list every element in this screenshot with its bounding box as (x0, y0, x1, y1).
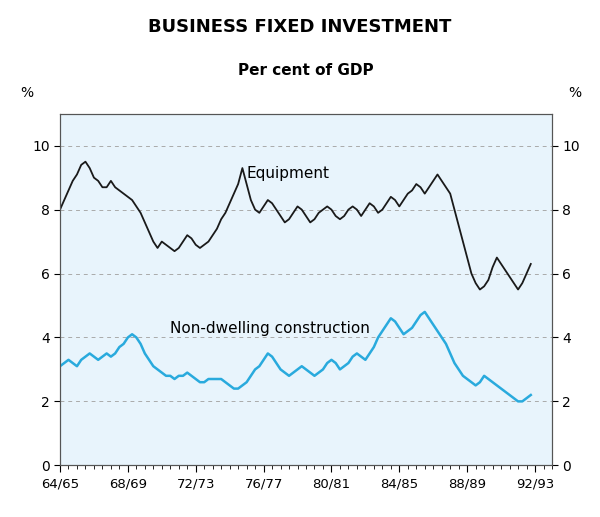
Text: BUSINESS FIXED INVESTMENT: BUSINESS FIXED INVESTMENT (148, 18, 452, 36)
Title: Per cent of GDP: Per cent of GDP (238, 63, 374, 78)
Text: %: % (568, 86, 581, 100)
Text: Non-dwelling construction: Non-dwelling construction (170, 321, 370, 336)
Text: Equipment: Equipment (247, 165, 329, 180)
Text: %: % (20, 86, 34, 100)
